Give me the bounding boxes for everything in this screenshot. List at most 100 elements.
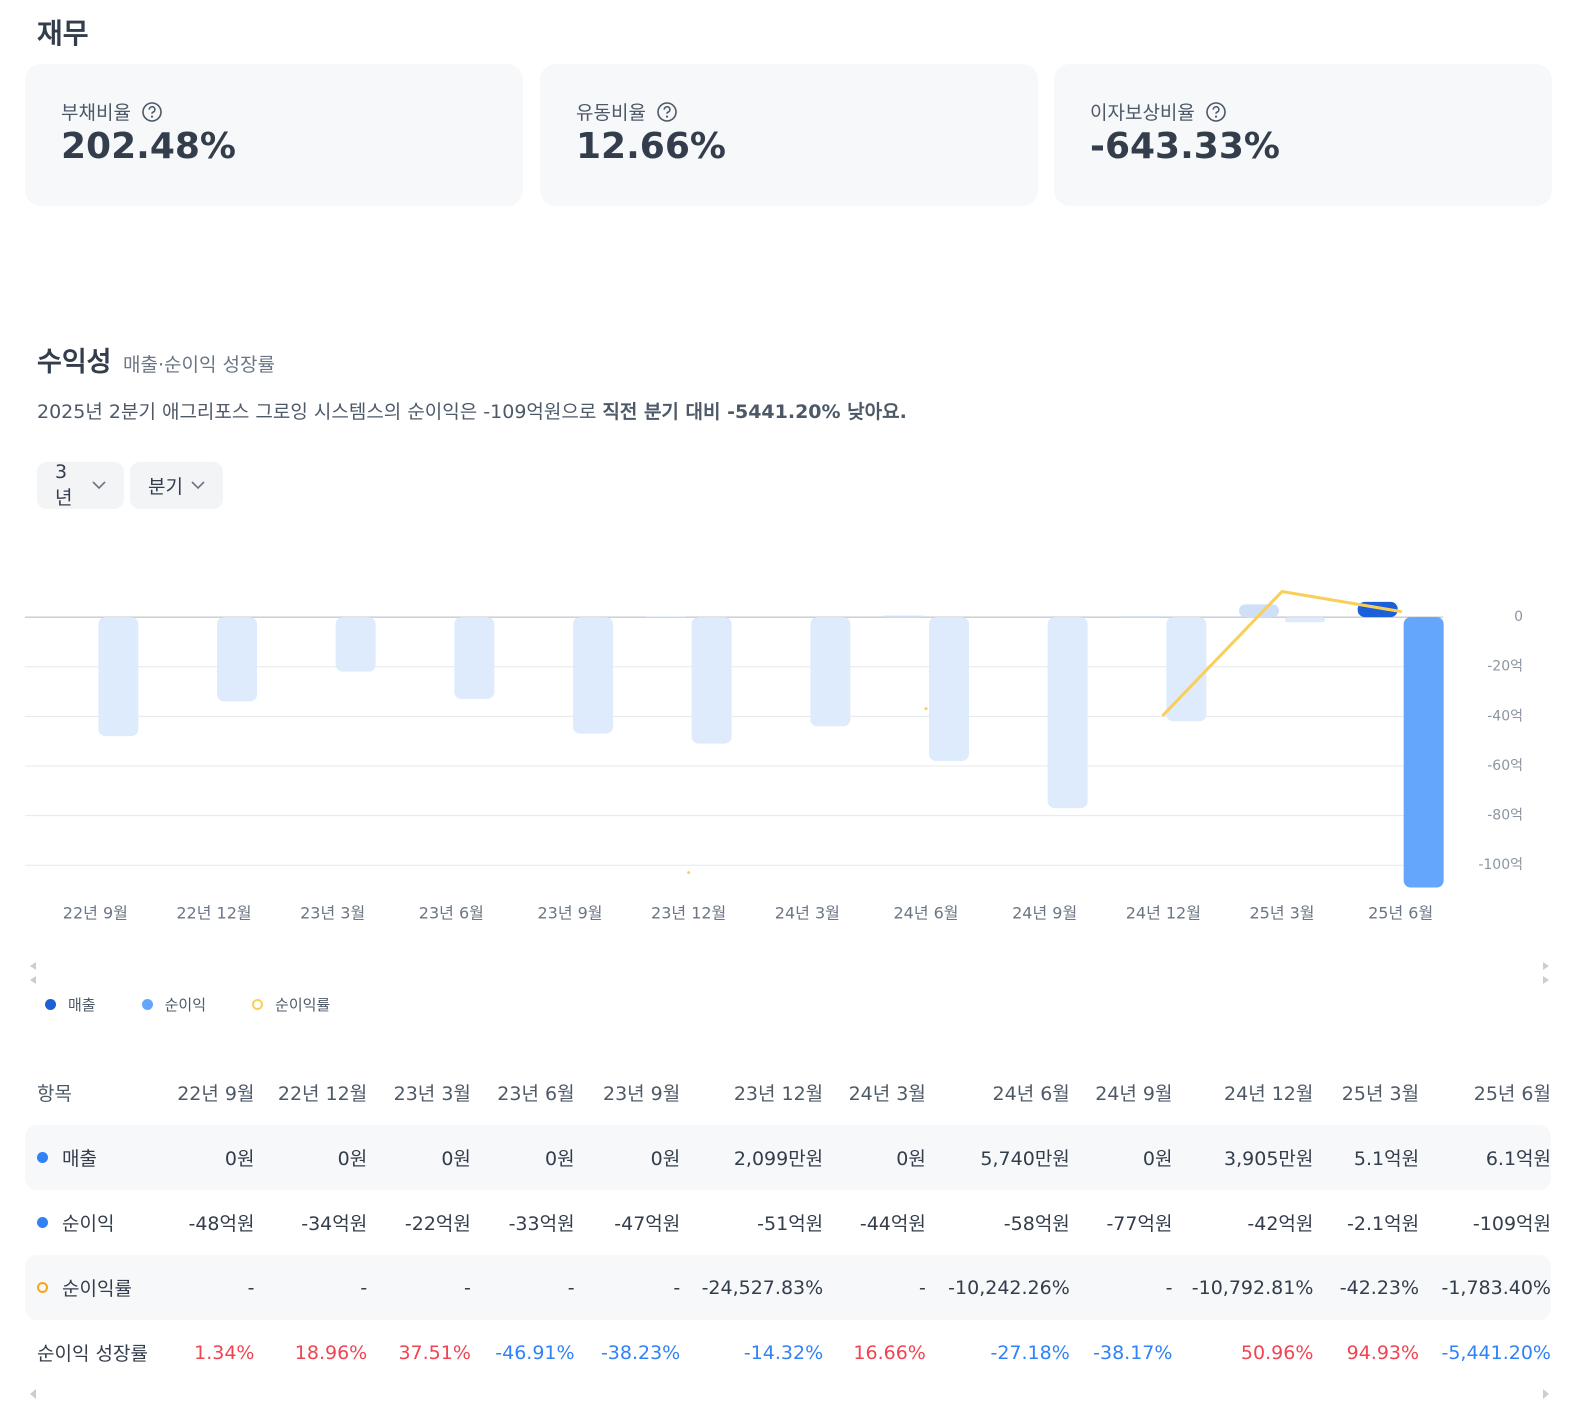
bar xyxy=(335,617,376,672)
dropdown-label: 3년 xyxy=(55,461,73,509)
table-cell: 50.96% xyxy=(1240,1341,1314,1364)
bar xyxy=(883,615,923,618)
table-cell: -22억원 xyxy=(404,1213,471,1235)
metric-value: -643.33% xyxy=(1090,126,1280,167)
metric-card: 이자보상비율 -643.33% xyxy=(1054,64,1552,206)
table-cell: -14.32% xyxy=(743,1341,824,1364)
x-tick-label: 24년 3월 xyxy=(775,904,840,923)
summary: 2025년 2분기 애그리포스 그로잉 시스템스의 순이익은 -109억원으로 … xyxy=(37,397,907,424)
table-cell: 0원 xyxy=(1069,1125,1173,1190)
metric-label-text: 부채비율 xyxy=(61,102,131,124)
row-label: 매출 xyxy=(37,1144,97,1171)
bar xyxy=(1285,617,1325,623)
bar xyxy=(1239,604,1279,618)
help-circle xyxy=(1206,101,1226,122)
header-cell: 25년 3월 xyxy=(1341,1083,1420,1105)
table-cell: -5,441.20% xyxy=(1441,1341,1551,1364)
table-cell: -47억원 xyxy=(614,1213,681,1235)
legend-label: 순이익 xyxy=(164,996,207,1014)
table-cell: 94.93% xyxy=(1346,1341,1420,1364)
row-swatch xyxy=(37,1282,48,1293)
scroll-left[interactable] xyxy=(28,1388,38,1400)
metric-label-text: 이자보상비율 xyxy=(1090,102,1195,124)
help-circle xyxy=(142,101,162,122)
table-cell: -38.23% xyxy=(600,1341,681,1364)
table-cell: -109억원 xyxy=(1472,1213,1551,1235)
period-dropdown[interactable]: 3년 xyxy=(37,461,124,509)
table-cell: -42.23% xyxy=(1313,1255,1420,1320)
x-tick-label: 23년 6월 xyxy=(419,904,484,923)
metric-value: 202.48% xyxy=(61,126,236,167)
legend-label: 매출 xyxy=(68,996,96,1014)
table-cell: 2,099만원 xyxy=(680,1125,824,1190)
table-cell: 0원 xyxy=(160,1125,255,1190)
table-cell: 0원 xyxy=(367,1125,471,1190)
summary-bold: 직전 분기 대비 -5441.20% 낮아요. xyxy=(602,401,907,423)
legend-swatch xyxy=(141,999,153,1010)
table-cell: -10,242.26% xyxy=(925,1255,1070,1320)
table-cell: - xyxy=(254,1255,368,1320)
help-icon[interactable] xyxy=(1205,101,1227,123)
table-cell: -2.1억원 xyxy=(1347,1213,1420,1235)
header-row: 항목 22년 9월 22년 12월 23년 3월 23년 6월 23년 9월 23년 12월… xyxy=(25,1060,1551,1125)
table-cell: -44억원 xyxy=(859,1213,926,1235)
header-cell: 24년 6월 xyxy=(992,1083,1070,1105)
header-cell: 24년 12월 xyxy=(1224,1083,1314,1105)
help-mark xyxy=(663,105,671,114)
y-tick-label: -40억 xyxy=(1487,708,1523,724)
bar xyxy=(810,617,851,727)
interval-dropdown[interactable]: 분기 xyxy=(130,462,223,509)
table-cell: 1.34% xyxy=(194,1341,255,1364)
row-label-text: 매출 xyxy=(62,1148,97,1170)
table-cell: 6.1억원 xyxy=(1419,1125,1551,1190)
header-cell: 23년 6월 xyxy=(497,1083,575,1105)
y-tick-label: -100억 xyxy=(1478,857,1523,873)
legend-item: 순이익 xyxy=(141,994,207,1015)
row-label: 순이익 성장률 xyxy=(37,1339,148,1366)
data-table: 항목 22년 9월 22년 12월 23년 3월 23년 6월 23년 9월 23년 12월… xyxy=(25,1060,1551,1385)
y-tick-label: 0 xyxy=(1514,609,1523,625)
summary-text: 2025년 2분기 애그리포스 그로잉 시스템스의 순이익은 -109억원으로 xyxy=(37,401,603,423)
scroll-left[interactable] xyxy=(28,960,38,988)
x-tick-label: 23년 3월 xyxy=(300,904,365,923)
x-tick-label: 25년 3월 xyxy=(1249,904,1314,923)
scroll-right[interactable] xyxy=(1541,960,1551,988)
table-cell: 16.66% xyxy=(853,1341,926,1364)
table-cell: -42억원 xyxy=(1247,1213,1314,1235)
metric-card: 유동비율 12.66% xyxy=(540,64,1038,206)
table-cell: -38.17% xyxy=(1093,1341,1173,1364)
table-cell: -77억원 xyxy=(1106,1213,1173,1235)
x-tick-label: 24년 9월 xyxy=(1012,904,1077,923)
header-cell: 25년 6월 xyxy=(1473,1083,1551,1105)
chevron xyxy=(92,481,106,490)
header-cell: 22년 9월 xyxy=(177,1083,255,1105)
row-label-cell: 매출 xyxy=(25,1125,161,1190)
page-title: 재무 xyxy=(37,17,89,50)
table-cell: - xyxy=(367,1255,471,1320)
table-cell: 0원 xyxy=(254,1125,368,1190)
table-cell: 5.1억원 xyxy=(1313,1125,1420,1190)
help-icon[interactable] xyxy=(656,101,678,123)
table-cell: 5,740만원 xyxy=(925,1125,1070,1190)
help-mark xyxy=(148,105,156,114)
help-dot xyxy=(1214,115,1217,118)
scroll-right[interactable] xyxy=(1541,1388,1551,1400)
help-mark xyxy=(1212,105,1220,114)
header-cell: 24년 3월 xyxy=(848,1083,926,1105)
legend-label: 순이익률 xyxy=(275,996,331,1014)
table-cell: -27.18% xyxy=(990,1341,1070,1364)
row-label-text: 순이익 성장률 xyxy=(37,1343,148,1365)
header-cell: 22년 12월 xyxy=(277,1083,368,1105)
bar xyxy=(573,617,613,734)
row-label: 순이익률 xyxy=(37,1274,132,1301)
help-dot xyxy=(665,115,669,118)
header-cell: 23년 9월 xyxy=(602,1083,681,1105)
bar xyxy=(1120,616,1161,618)
table-cell: -48억원 xyxy=(188,1213,255,1235)
table-cell: -58억원 xyxy=(1003,1213,1070,1235)
help-dot xyxy=(150,115,154,118)
y-tick-label: -60억 xyxy=(1487,758,1523,774)
help-icon[interactable] xyxy=(141,101,163,123)
legend-swatch xyxy=(45,999,56,1010)
